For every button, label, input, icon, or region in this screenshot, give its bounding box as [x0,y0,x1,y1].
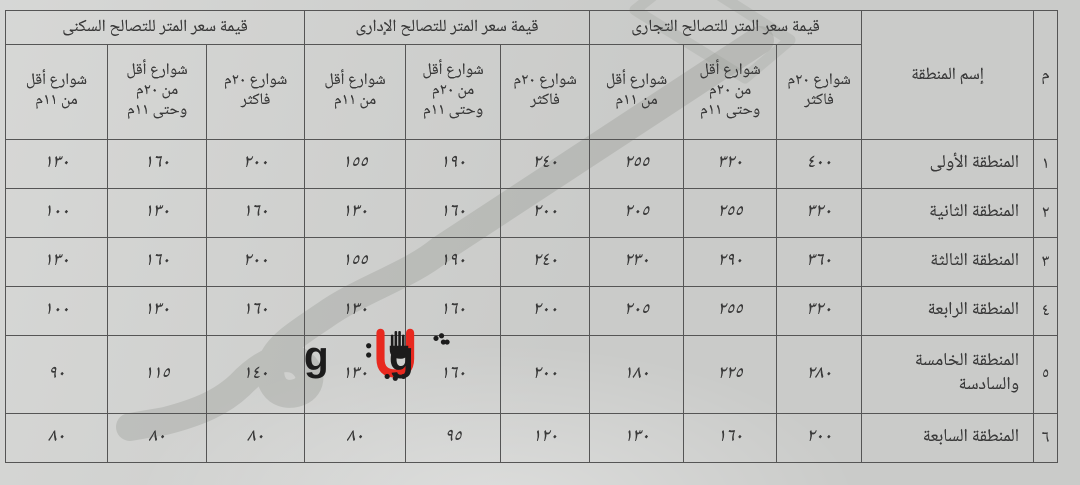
svg-text:g: g [304,333,329,379]
svg-text:g: g [389,333,414,379]
